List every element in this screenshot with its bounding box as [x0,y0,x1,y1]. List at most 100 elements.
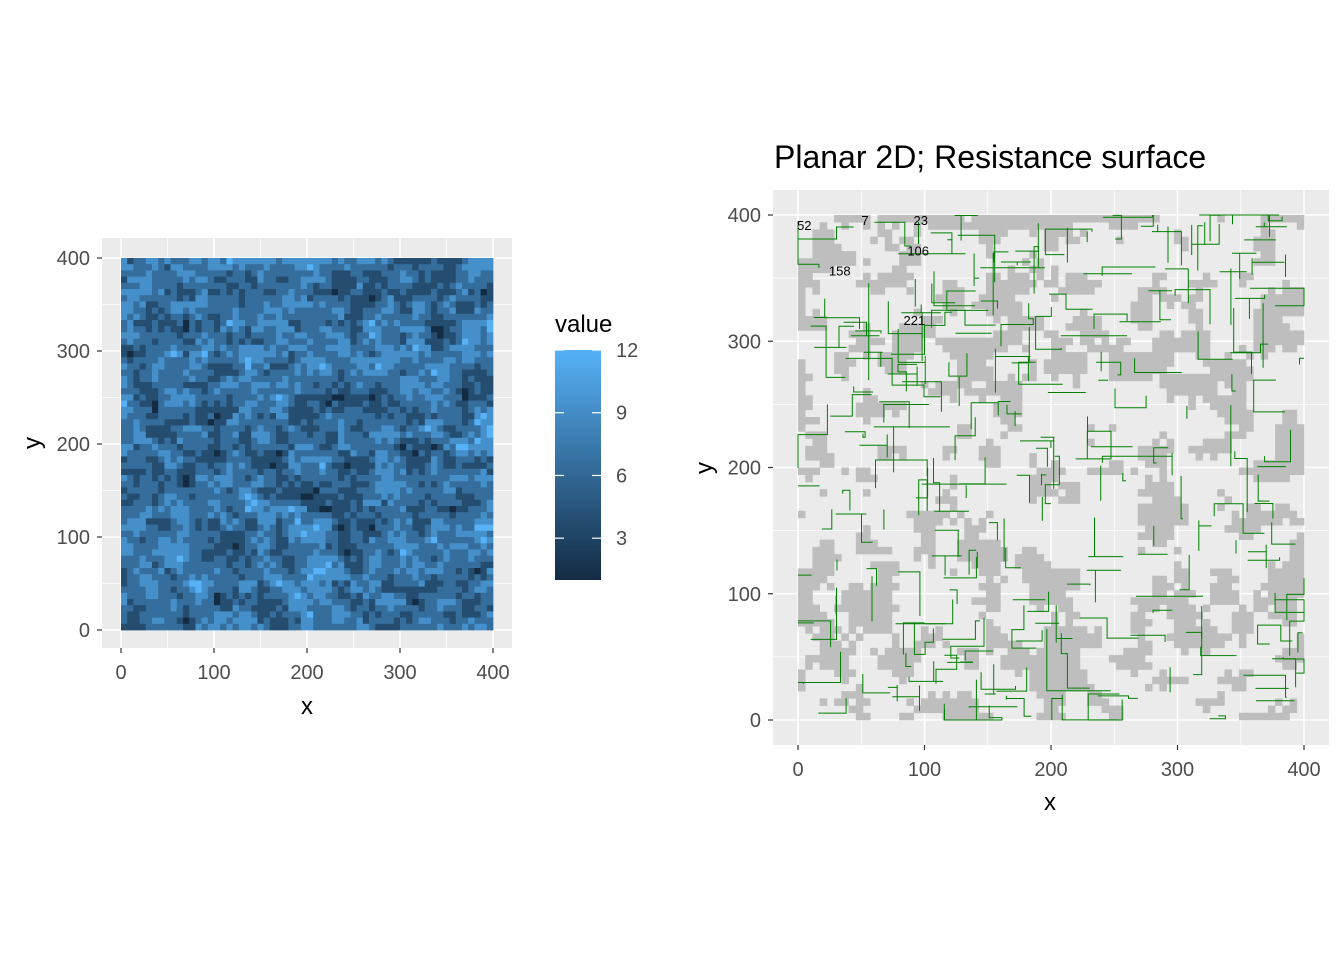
raster-cell [369,475,376,482]
raster-cell [189,462,196,470]
raster-cell [300,431,308,439]
raster-cell [133,530,140,538]
raster-cell [369,481,376,488]
habitat-cell [1065,604,1073,613]
raster-cell [350,456,357,463]
raster-cell [356,369,364,377]
raster-cell [170,357,178,364]
habitat-cell [884,604,893,613]
habitat-cell [877,272,886,281]
raster-cell [424,351,432,358]
raster-cell [220,599,227,606]
raster-cell [214,351,221,358]
habitat-cell [819,633,828,641]
habitat-cell [1181,243,1189,252]
habitat-cell [957,373,965,382]
raster-cell [319,586,326,594]
habitat-cell [848,590,857,598]
raster-cell [263,425,271,432]
habitat-cell [1000,402,1008,411]
raster-cell [232,605,240,612]
raster-cell [127,592,134,600]
raster-cell [356,338,364,346]
raster-cell [362,617,370,625]
raster-cell [251,499,258,507]
raster-cell [158,506,165,513]
habitat-cell [1188,590,1196,598]
raster-cell [480,599,488,606]
raster-cell [195,338,202,346]
raster-cell [462,462,469,470]
raster-cell [480,623,488,631]
raster-cell [449,344,457,352]
habitat-cell [1152,337,1160,346]
habitat-cell [1181,503,1189,512]
habitat-cell [1137,366,1146,375]
raster-cell [121,344,128,352]
habitat-cell [798,417,806,425]
habitat-cell [1029,669,1037,678]
raster-cell [263,344,271,352]
habitat-cell [978,229,987,237]
habitat-cell [848,359,857,367]
raster-cell [462,605,469,612]
raster-cell [319,468,326,476]
raster-cell [232,537,240,544]
raster-cell [431,468,438,476]
raster-cell [294,357,302,364]
habitat-cell [1072,489,1081,497]
raster-cell [474,444,481,451]
raster-cell [176,506,184,513]
raster-cell [412,506,419,513]
raster-cell [393,369,401,377]
habitat-cell [899,279,907,288]
raster-cell [449,332,457,339]
habitat-cell [863,474,871,483]
habitat-cell [1022,647,1030,656]
raster-cell [152,270,159,277]
habitat-cell [805,395,813,403]
habitat-cell [1159,481,1167,490]
raster-cell [127,444,134,451]
habitat-cell [985,604,994,613]
habitat-cell [978,337,987,346]
raster-cell [238,468,246,476]
raster-cell [449,617,457,625]
raster-cell [468,524,475,532]
habitat-cell [812,445,820,454]
raster-cell [152,456,159,463]
habitat-cell [1014,395,1023,403]
habitat-cell [884,647,893,656]
raster-cell [338,456,345,463]
raster-cell [307,530,314,538]
raster-cell [189,332,196,339]
habitat-cell [819,662,828,670]
raster-cell [263,462,271,470]
raster-cell [238,270,246,277]
habitat-cell [1065,359,1073,367]
raster-cell [325,592,333,600]
habitat-cell [812,316,820,324]
raster-cell [245,580,252,587]
raster-cell [319,363,326,370]
raster-cell [313,307,320,315]
raster-cell [214,400,221,408]
raster-cell [369,264,376,271]
raster-cell [269,400,277,408]
habitat-cell [1159,359,1167,367]
raster-cell [164,282,171,290]
habitat-cell [949,395,958,403]
raster-cell [152,605,159,612]
raster-cell [176,295,184,302]
raster-cell [207,413,215,420]
raster-cell [480,301,488,308]
raster-cell [480,369,488,377]
raster-cell [462,264,469,271]
habitat-cell [1137,647,1146,656]
raster-cell [294,444,302,451]
raster-cell [387,369,395,377]
habitat-cell [942,215,951,223]
raster-cell [319,313,326,321]
raster-cell [344,518,351,525]
raster-cell [145,611,153,618]
